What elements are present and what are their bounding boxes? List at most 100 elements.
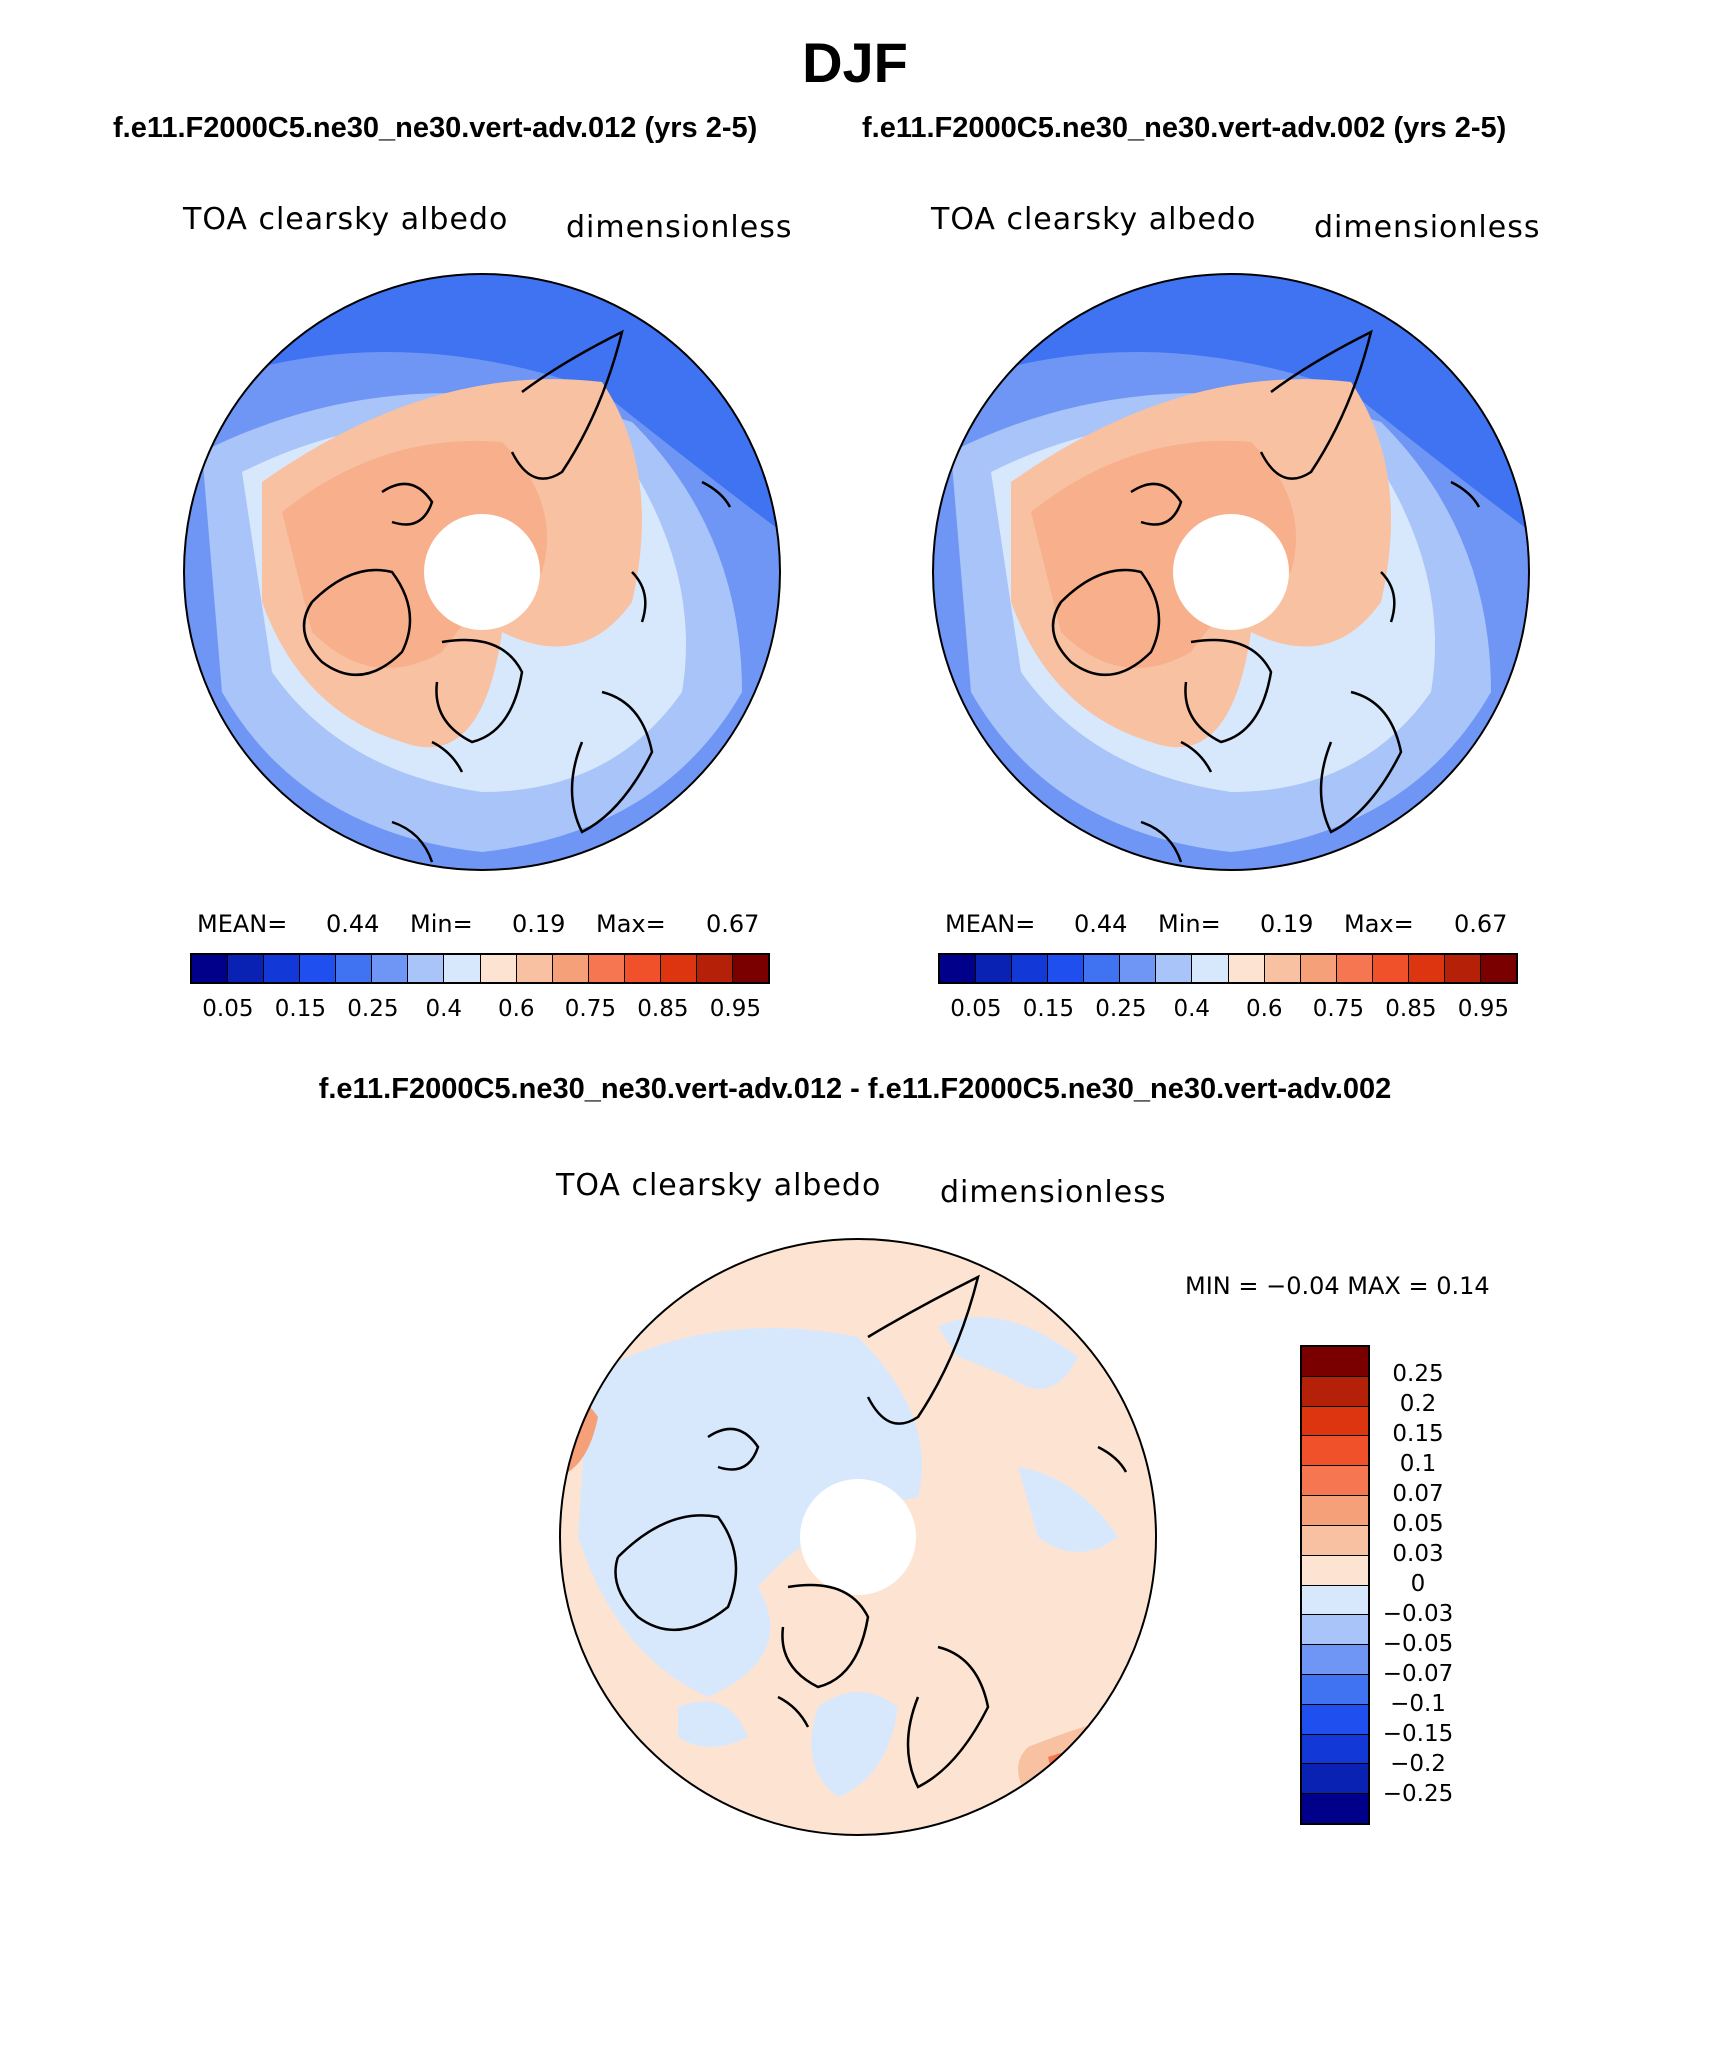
colorbar-swatch <box>1408 955 1445 982</box>
colorbar-swatch <box>228 955 265 982</box>
colorbar-swatch <box>1336 955 1373 982</box>
max-label-left: Max= <box>596 910 666 938</box>
colorbar-tick-label: 0.07 <box>1392 1481 1444 1507</box>
min-value-left: 0.19 <box>512 910 566 938</box>
mean-label-left: MEAN= <box>197 910 288 938</box>
colorbar-right <box>938 953 1518 984</box>
colorbar-swatch <box>1302 1406 1368 1437</box>
colorbar-tick-label: 0.75 <box>1312 996 1364 1022</box>
colorbar-tick-label: 0.03 <box>1392 1541 1444 1567</box>
colorbar-swatch <box>660 955 697 982</box>
colorbar-swatch <box>1302 1615 1368 1646</box>
colorbar-swatch <box>1048 955 1085 982</box>
colorbar-tick-label: 0.05 <box>202 996 254 1022</box>
max-value-left: 0.67 <box>706 910 760 938</box>
colorbar-tick-label: 0.85 <box>637 996 689 1022</box>
units-label-right: dimensionless <box>1314 210 1541 245</box>
colorbar-tick-label: 0.85 <box>1385 996 1437 1022</box>
colorbar-tick-label: −0.1 <box>1390 1691 1446 1717</box>
colorbar-swatch <box>1302 1674 1368 1705</box>
colorbar-tick-label: −0.07 <box>1382 1661 1454 1687</box>
colorbar-swatch <box>1444 955 1481 982</box>
difference-title: f.e11.F2000C5.ne30_ne30.vert-adv.012 - f… <box>318 1073 1392 1105</box>
colorbar-tick-label: 0 <box>1410 1571 1426 1597</box>
colorbar-swatch <box>1302 1466 1368 1497</box>
colorbar-tick-label: −0.03 <box>1382 1601 1454 1627</box>
colorbar-swatch <box>588 955 625 982</box>
colorbar-swatch <box>1302 1347 1368 1377</box>
units-label-left: dimensionless <box>566 210 793 245</box>
colorbar-swatch <box>1372 955 1409 982</box>
colorbar-tick-label: 0.15 <box>1392 1421 1444 1447</box>
mean-value-right: 0.44 <box>1074 910 1128 938</box>
colorbar-tick-label: −0.15 <box>1382 1721 1454 1747</box>
colorbar-swatch <box>1302 1734 1368 1765</box>
variable-label-right: TOA clearsky albedo <box>931 202 1257 237</box>
colorbar-swatch <box>1300 955 1337 982</box>
case-title-right: f.e11.F2000C5.ne30_ne30.vert-adv.002 (yr… <box>862 112 1507 144</box>
colorbar-swatch <box>444 955 481 982</box>
colorbar-tick-label: −0.25 <box>1382 1781 1454 1807</box>
season-title: DJF <box>802 31 908 94</box>
colorbar-tick-label: 0.95 <box>709 996 761 1022</box>
colorbar-tick-label: 0.25 <box>1392 1361 1444 1387</box>
units-label-diff: dimensionless <box>940 1175 1167 1210</box>
case-title-left: f.e11.F2000C5.ne30_ne30.vert-adv.012 (yr… <box>113 112 758 144</box>
colorbar-swatch <box>1302 1555 1368 1586</box>
colorbar-swatch <box>1012 955 1049 982</box>
max-label-right: Max= <box>1344 910 1414 938</box>
colorbar-swatch <box>1302 1496 1368 1526</box>
polar-map-difference <box>559 1238 1157 1836</box>
colorbar-left <box>190 953 770 984</box>
min-value-right: 0.19 <box>1260 910 1314 938</box>
colorbar-swatch <box>1302 1645 1368 1675</box>
polar-map-left <box>183 273 781 871</box>
colorbar-swatch <box>1228 955 1265 982</box>
min-label-right: Min= <box>1158 910 1221 938</box>
colorbar-swatch <box>1156 955 1193 982</box>
colorbar-swatch <box>624 955 661 982</box>
colorbar-tick-label: 0.15 <box>274 996 326 1022</box>
colorbar-tick-label: −0.05 <box>1382 1631 1454 1657</box>
polar-map-right <box>932 273 1530 871</box>
variable-label-diff: TOA clearsky albedo <box>556 1168 882 1203</box>
colorbar-swatch <box>1302 1704 1368 1735</box>
colorbar-swatch <box>732 955 768 982</box>
colorbar-swatch <box>336 955 373 982</box>
colorbar-tick-label: 0.2 <box>1399 1391 1437 1417</box>
colorbar-swatch <box>1302 1764 1368 1795</box>
colorbar-swatch <box>408 955 445 982</box>
colorbar-swatch <box>1084 955 1121 982</box>
colorbar-swatch <box>480 955 517 982</box>
colorbar-swatch <box>300 955 337 982</box>
colorbar-swatch <box>1302 1585 1368 1616</box>
colorbar-difference <box>1300 1345 1370 1825</box>
colorbar-swatch <box>1302 1794 1368 1823</box>
colorbar-swatch <box>1302 1525 1368 1556</box>
min-label-left: Min= <box>410 910 473 938</box>
colorbar-swatch <box>696 955 733 982</box>
colorbar-tick-label: 0.95 <box>1457 996 1509 1022</box>
colorbar-tick-label: 0.1 <box>1399 1451 1437 1477</box>
colorbar-swatch <box>1264 955 1301 982</box>
variable-label-left: TOA clearsky albedo <box>183 202 509 237</box>
colorbar-tick-label: 0.05 <box>950 996 1002 1022</box>
colorbar-swatch <box>1302 1376 1368 1407</box>
colorbar-swatch <box>1302 1436 1368 1467</box>
colorbar-tick-label: 0.4 <box>425 996 463 1022</box>
colorbar-swatch <box>976 955 1013 982</box>
colorbar-tick-label: 0.4 <box>1173 996 1211 1022</box>
colorbar-swatch <box>1120 955 1157 982</box>
mean-value-left: 0.44 <box>326 910 380 938</box>
colorbar-swatch <box>552 955 589 982</box>
colorbar-swatch <box>1480 955 1516 982</box>
colorbar-swatch <box>192 955 229 982</box>
colorbar-tick-label: 0.6 <box>1245 996 1283 1022</box>
colorbar-swatch <box>1192 955 1229 982</box>
colorbar-tick-label: 0.75 <box>564 996 616 1022</box>
colorbar-swatch <box>516 955 553 982</box>
colorbar-tick-label: 0.05 <box>1392 1511 1444 1537</box>
colorbar-swatch <box>372 955 409 982</box>
colorbar-tick-label: −0.2 <box>1390 1751 1446 1777</box>
colorbar-tick-label: 0.6 <box>497 996 535 1022</box>
